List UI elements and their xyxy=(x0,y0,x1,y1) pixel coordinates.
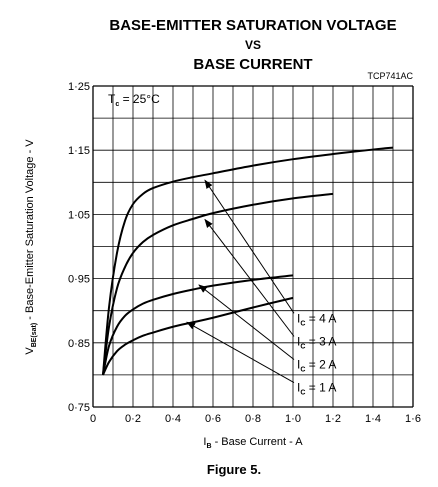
x-tick-label: 0·4 xyxy=(165,413,181,425)
series-label-1: IC = 4 A xyxy=(297,311,336,327)
series-arrow-1 xyxy=(204,179,295,314)
y-tick-label: 0·85 xyxy=(68,338,90,350)
series-line-4 xyxy=(102,296,294,376)
y-tick-label: 0·95 xyxy=(68,274,90,286)
x-tick-label: 1·0 xyxy=(285,413,301,425)
chart-grid xyxy=(92,85,414,408)
y-tick-label: 1·15 xyxy=(68,145,90,157)
series-label-3: IC = 2 A xyxy=(297,357,336,373)
x-tick-label: 1·4 xyxy=(365,413,381,425)
chart-title-line-2: VS xyxy=(245,38,261,52)
x-tick-label: 0·8 xyxy=(245,413,261,425)
chart-curves xyxy=(102,146,394,376)
series-line-1 xyxy=(102,146,394,375)
condition-label: Tc = 25°C xyxy=(108,92,160,108)
x-axis-label: IB - Base Current - A xyxy=(203,436,303,450)
y-axis-label: VBE(sat) - Base-Emitter Saturation Volta… xyxy=(24,139,38,355)
x-tick-label: 0·6 xyxy=(205,413,221,425)
chart-arrows xyxy=(186,179,295,384)
chart-tick-labels: 0 0·2 0·4 0·6 0·8 1·0 1·2 1·4 1·6 0·75 0·85 0·95 1·0… xyxy=(68,81,421,425)
y-tick-label: 1·05 xyxy=(68,209,90,221)
figure-caption: Figure 5. xyxy=(207,462,261,477)
y-tick-label: 0·75 xyxy=(68,402,90,414)
chart-title-line-1: BASE-EMITTER SATURATION VOLTAGE xyxy=(109,17,396,34)
chart-series-labels: IC = 4 A IC = 3 A IC = 2 A IC = 1 A xyxy=(297,311,336,396)
x-tick-label: 1·6 xyxy=(405,413,421,425)
series-arrow-3 xyxy=(198,284,295,360)
y-tick-label: 1·25 xyxy=(68,81,90,93)
series-arrow-2 xyxy=(204,218,295,337)
series-arrow-4 xyxy=(186,321,295,384)
x-tick-label: 0 xyxy=(90,413,96,425)
chart-code: TCP741AC xyxy=(367,71,413,81)
series-line-2 xyxy=(102,192,334,376)
x-tick-label: 1·2 xyxy=(325,413,341,425)
series-line-3 xyxy=(102,274,294,376)
series-label-4: IC = 1 A xyxy=(297,381,336,397)
series-label-2: IC = 3 A xyxy=(297,334,336,350)
chart-title-line-3: BASE CURRENT xyxy=(193,56,312,73)
x-tick-label: 0·2 xyxy=(125,413,141,425)
